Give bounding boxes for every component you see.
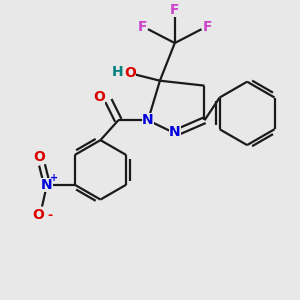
Text: O: O — [32, 208, 44, 222]
Text: O: O — [94, 89, 105, 103]
Text: O: O — [33, 150, 45, 164]
Text: F: F — [203, 20, 212, 34]
Text: N: N — [142, 113, 154, 127]
Text: N: N — [41, 178, 53, 192]
Text: O: O — [124, 66, 136, 80]
Text: +: + — [50, 173, 58, 183]
Text: F: F — [170, 3, 179, 17]
Text: H: H — [112, 65, 123, 79]
Text: F: F — [137, 20, 147, 34]
Text: N: N — [169, 125, 181, 139]
Text: -: - — [47, 209, 52, 222]
